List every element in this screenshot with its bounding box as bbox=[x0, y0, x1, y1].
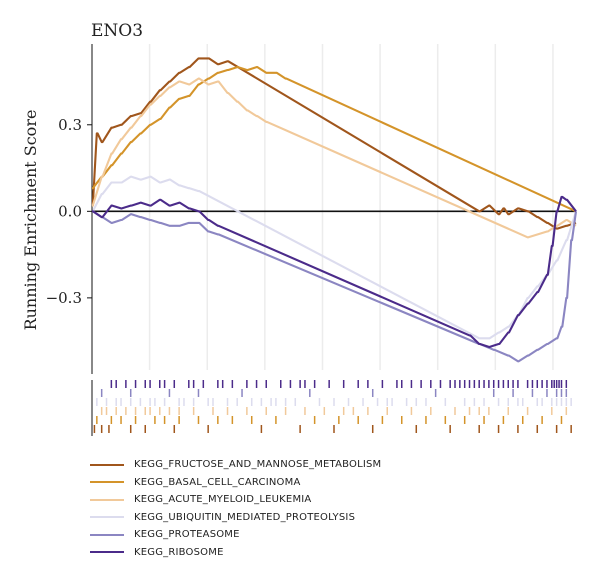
series-line bbox=[91, 77, 577, 239]
legend-label: KEGG_ACUTE_MYELOID_LEUKEMIA bbox=[134, 494, 312, 506]
y-ticks: −0.3 0.0 0.3 bbox=[46, 116, 92, 307]
legend-label: KEGG_BASAL_CELL_CARCINOMA bbox=[134, 476, 301, 488]
axes bbox=[91, 44, 576, 436]
series-line bbox=[91, 210, 578, 363]
legend: KEGG_FRUCTOSE_AND_MANNOSE_METABOLISM KEGG… bbox=[90, 456, 381, 561]
legend-label: KEGG_UBIQUITIN_MEDIATED_PROTEOLYSIS bbox=[134, 511, 356, 523]
legend-item: KEGG_PROTEASOME bbox=[90, 526, 381, 544]
legend-swatch bbox=[90, 551, 124, 554]
legend-item: KEGG_UBIQUITIN_MEDIATED_PROTEOLYSIS bbox=[90, 509, 381, 527]
series-line bbox=[91, 66, 577, 213]
y-tick-label: −0.3 bbox=[46, 289, 82, 307]
legend-swatch bbox=[90, 533, 124, 536]
y-axis-label: Running Enrichment Score bbox=[21, 110, 40, 331]
legend-item: KEGG_BASAL_CELL_CARCINOMA bbox=[90, 474, 381, 492]
legend-label: KEGG_FRUCTOSE_AND_MANNOSE_METABOLISM bbox=[134, 459, 382, 471]
legend-swatch bbox=[90, 463, 124, 466]
series-lines bbox=[91, 57, 578, 363]
series-line bbox=[91, 57, 577, 230]
legend-item: KEGG_RIBOSOME bbox=[90, 544, 381, 562]
series-line bbox=[91, 175, 578, 340]
grid-lines bbox=[148, 44, 554, 370]
y-tick-label: 0.3 bbox=[58, 116, 82, 134]
legend-swatch bbox=[90, 516, 124, 519]
gene-rug-plot bbox=[93, 380, 572, 433]
legend-label: KEGG_PROTEASOME bbox=[134, 529, 240, 541]
legend-item: KEGG_ACUTE_MYELOID_LEUKEMIA bbox=[90, 491, 381, 509]
legend-swatch bbox=[90, 481, 124, 484]
chart-title: ENO3 bbox=[91, 21, 143, 41]
y-tick-label: 0.0 bbox=[58, 202, 82, 220]
legend-item: KEGG_FRUCTOSE_AND_MANNOSE_METABOLISM bbox=[90, 456, 381, 474]
series-line bbox=[91, 195, 577, 348]
legend-label: KEGG_RIBOSOME bbox=[134, 546, 224, 558]
legend-swatch bbox=[90, 498, 124, 501]
